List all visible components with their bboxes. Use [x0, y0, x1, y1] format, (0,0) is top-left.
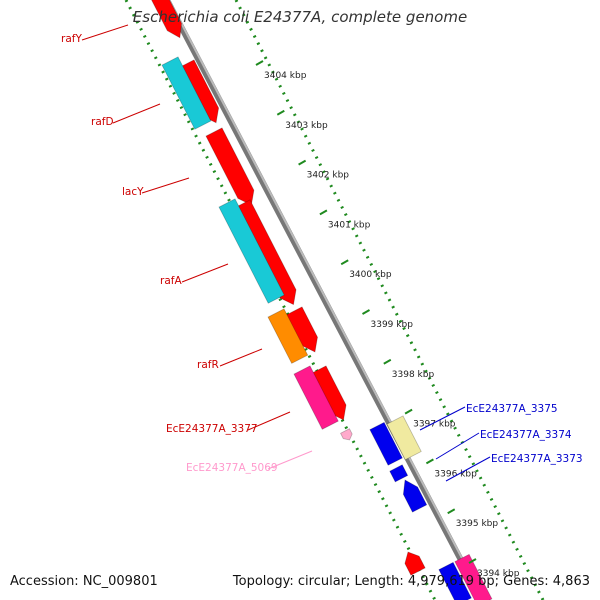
gene-label: rafA	[160, 275, 182, 287]
gene-rafA-cyan	[218, 198, 285, 304]
accession-text: Accession: NC_009801	[10, 574, 158, 589]
ruler-tick-label: 3396 kbp	[434, 469, 477, 479]
ruler-tick-label: 3399 kbp	[371, 320, 414, 330]
gene-label: rafY	[61, 33, 82, 45]
gene-bottom-pink	[454, 553, 493, 600]
outer-ruler-dotted-line	[234, 0, 545, 600]
map-title: Escherichia coli E24377A, complete genom…	[132, 8, 468, 26]
gene-label: EcE24377A_5069	[186, 462, 278, 474]
gene-3375-blue	[369, 421, 403, 466]
ruler-tick-label: 3397 kbp	[413, 420, 456, 430]
gene-3374-blue	[389, 464, 409, 483]
ruler-tick	[255, 60, 264, 66]
ruler-tick	[468, 558, 477, 564]
ruler-tick-label: 3403 kbp	[285, 121, 328, 131]
ruler-tick	[362, 309, 370, 315]
gene-label: rafR	[197, 359, 219, 371]
ruler-tick-label: 3395 kbp	[456, 519, 499, 529]
leader-line	[247, 411, 291, 431]
ruler-tick-label: 3394 kbp	[477, 569, 520, 579]
ruler-tick	[447, 508, 456, 515]
gene-3374-yellow	[386, 415, 422, 461]
ruler-tick-label: 3400 kbp	[349, 270, 392, 280]
leader-line	[81, 24, 129, 41]
ruler-tick	[298, 159, 307, 166]
gene-bottom-blue	[438, 561, 472, 600]
ruler-tick-label: 3402 kbp	[307, 171, 350, 181]
genome-backbone-highlight	[167, 0, 486, 600]
ruler-tick	[276, 109, 285, 116]
gene-label: EcE24377A_3377	[166, 423, 258, 435]
gene-label: EcE24377A_3375	[466, 403, 558, 415]
gene-rafY-red	[151, 0, 182, 39]
inner-ruler-dotted-line	[124, 0, 437, 600]
ruler-tick	[425, 458, 434, 465]
ruler-tick	[319, 209, 328, 216]
ruler-tick	[340, 259, 349, 266]
ruler-tick	[383, 358, 392, 365]
gene-bottom-red	[404, 551, 426, 576]
leader-line	[435, 432, 480, 460]
gene-rafR-red	[285, 306, 318, 353]
leader-line	[419, 406, 466, 431]
leader-line	[112, 103, 161, 124]
gene-3373-blue	[402, 479, 428, 513]
leader-line	[445, 456, 491, 482]
leader-line	[219, 348, 263, 367]
gene-label: rafD	[91, 116, 114, 128]
ruler-tick-label: 3404 kbp	[264, 71, 307, 81]
leader-line	[181, 263, 229, 283]
gene-rafR-orange	[267, 308, 309, 364]
gene-label: lacY	[122, 186, 144, 198]
ruler-tick	[404, 408, 413, 415]
gene-3377-pink	[293, 365, 339, 430]
gene-label: EcE24377A_3373	[491, 453, 583, 465]
gene-rafD-cyan	[161, 56, 212, 130]
leader-line	[267, 450, 313, 470]
ruler-tick-label: 3401 kbp	[328, 220, 371, 230]
genome-stats-text: Topology: circular; Length: 4,979,619 bp…	[232, 574, 590, 589]
gene-5069-lightpink	[340, 428, 353, 441]
gene-lacY-red	[205, 127, 255, 206]
leader-line	[141, 177, 190, 194]
genome-backbone	[163, 0, 486, 600]
ruler-tick-label: 3398 kbp	[392, 370, 435, 380]
gene-label: EcE24377A_3374	[480, 429, 572, 441]
